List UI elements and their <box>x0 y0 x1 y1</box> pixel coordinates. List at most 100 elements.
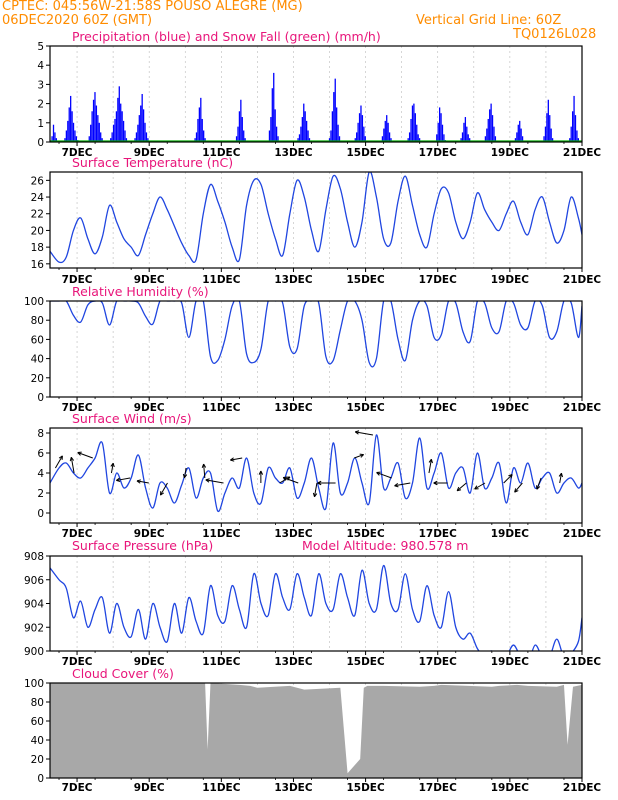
precip-bar <box>65 130 68 142</box>
wind-arrow <box>313 482 318 497</box>
wind-arrow <box>203 464 206 479</box>
precip-bar <box>543 136 545 142</box>
precip-bar <box>386 115 388 142</box>
precip-bar <box>268 130 271 142</box>
wind-xtick-label: 19DEC <box>491 528 530 540</box>
precip-bar <box>121 111 123 142</box>
precip-bar <box>118 86 120 142</box>
precip-bar <box>546 113 548 142</box>
precip-bar <box>95 105 98 142</box>
precip-bar <box>125 138 128 142</box>
wind-arrow <box>514 482 523 493</box>
wind-title: Surface Wind (m/s) <box>72 411 192 426</box>
cloud-ytick-label: 60 <box>31 716 44 728</box>
precip-bar <box>122 120 125 142</box>
wind-frame <box>49 427 583 524</box>
cloud-ytick-label: 100 <box>24 678 44 690</box>
wind-arrow <box>354 454 364 459</box>
wind-arrow <box>503 474 513 484</box>
precip-ytick-label: 5 <box>37 41 44 53</box>
precip-bar <box>383 128 385 142</box>
temperature-xtick-label: 19DEC <box>491 274 530 286</box>
wind-arrow-head <box>110 462 115 468</box>
precip-bar <box>72 122 75 142</box>
precip-xtick-label: 9DEC <box>134 147 165 159</box>
precip-bar <box>110 138 112 142</box>
precip-bar <box>390 138 392 142</box>
humidity-ytick-label: 40 <box>31 354 44 366</box>
temperature-ytick-label: 24 <box>31 192 45 204</box>
cloud-xtick-label: 7DEC <box>62 782 93 794</box>
wind-arrow <box>116 477 131 481</box>
precip-bar <box>297 138 299 142</box>
pressure-line <box>50 564 582 651</box>
precip-bar <box>237 126 239 142</box>
precip-bar <box>436 134 438 142</box>
precip-ytick-label: 1 <box>37 118 44 130</box>
wind-arrow-head <box>359 453 365 458</box>
precip-bar <box>521 136 524 142</box>
cloud-xtick-label: 17DEC <box>419 782 458 794</box>
cloud-frame <box>49 682 583 779</box>
precip-bar <box>331 111 334 142</box>
wind-arrow <box>559 473 562 484</box>
precip-bar <box>98 122 100 142</box>
precip-bar <box>273 72 275 142</box>
precip-bar <box>514 138 517 142</box>
precip-bar <box>461 132 464 142</box>
humidity-ytick-label: 20 <box>31 373 44 385</box>
header-grid-line: Vertical Grid Line: 60Z <box>416 13 562 28</box>
precip-bar <box>111 132 113 142</box>
temperature-ytick-label: 20 <box>31 225 44 237</box>
precip-bar <box>92 99 95 142</box>
precip-bar <box>354 138 356 142</box>
precip-bar <box>464 117 467 142</box>
precip-bar <box>235 136 238 142</box>
precip-bar <box>67 120 69 142</box>
wind-arrow-head <box>433 480 438 486</box>
wind-xtick-label: 17DEC <box>419 528 458 540</box>
precip-bar <box>443 134 445 142</box>
pressure-xtick-label: 13DEC <box>274 656 313 668</box>
humidity-frame <box>49 300 583 398</box>
precip-bar <box>147 138 149 142</box>
temperature-ytick-label: 26 <box>31 175 45 187</box>
wind-xtick-label: 9DEC <box>134 528 165 540</box>
precip-bar <box>547 99 549 142</box>
wind-arrow <box>110 463 114 474</box>
wind-arrow <box>474 482 486 490</box>
precip-bar <box>88 136 90 142</box>
wind-arrow-head <box>474 485 479 490</box>
precip-bar <box>94 92 96 142</box>
wind-arrow-head <box>558 472 564 478</box>
precip-ytick-label: 4 <box>37 60 44 72</box>
precip-bar <box>490 103 492 142</box>
precip-bar <box>334 78 336 142</box>
humidity-xtick-label: 9DEC <box>134 402 165 414</box>
humidity-xtick-label: 13DEC <box>274 402 313 414</box>
header-station: CPTEC: 045:56W-21:58S POUSO ALEGRE (MG) <box>2 0 303 14</box>
precip-xtick-label: 19DEC <box>491 147 530 159</box>
precip-bar <box>466 126 468 142</box>
precip-xtick-label: 7DEC <box>62 147 93 159</box>
precip-bar <box>197 118 199 142</box>
precip-bar <box>336 107 338 142</box>
wind-line <box>50 434 582 513</box>
precip-bar <box>238 111 241 142</box>
precip-bar <box>74 130 76 142</box>
precip-bar <box>381 136 384 142</box>
precip-bar <box>484 136 487 142</box>
cloud-xtick-label: 19DEC <box>491 782 530 794</box>
precip-bar <box>493 126 495 142</box>
wind-arrow <box>160 482 168 496</box>
wind-arrow-head <box>116 477 121 483</box>
precip-bar <box>410 118 412 142</box>
cloud-area <box>50 683 582 778</box>
precip-bar <box>330 130 332 142</box>
temperature-xtick-label: 9DEC <box>134 274 165 286</box>
humidity-ytick-label: 60 <box>31 334 44 346</box>
precip-bar <box>549 115 551 142</box>
precip-bar <box>55 138 58 142</box>
pressure-xtick-label: 15DEC <box>346 656 385 668</box>
